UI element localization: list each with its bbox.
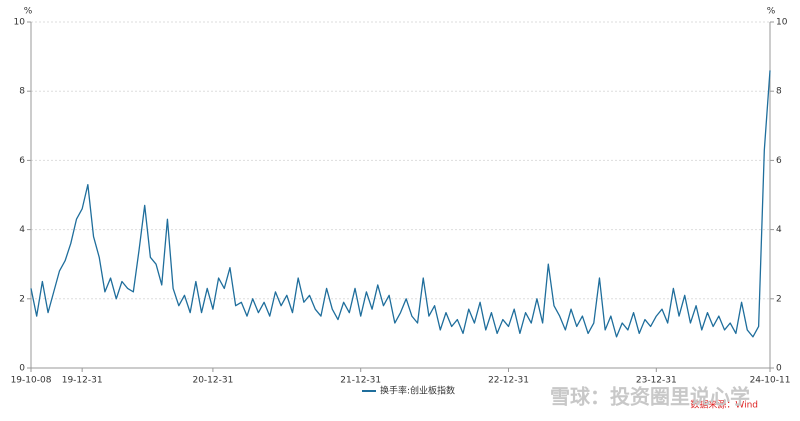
y-unit-right: % [767,7,776,17]
y-tick-label: 6 [19,156,25,166]
x-tick-label: 24-10-11 [750,376,791,386]
x-tick-label: 23-12-31 [636,376,677,386]
line [30,70,771,338]
y2-tick-label: 6 [776,156,782,166]
x-tick-label: 21-12-31 [340,376,381,386]
y2-tick-label: 0 [776,364,782,374]
x-tick-label: 20-12-31 [192,376,233,386]
y2-tick-label: 2 [776,294,782,304]
y2-tick-label: 4 [776,225,782,235]
y-tick-label: 0 [19,364,25,374]
x-tick-label: 19-10-08 [11,376,52,386]
y-tick-label: 10 [14,18,26,28]
y-tick-label: 2 [19,294,25,304]
y-tick-label: 4 [19,225,25,235]
y2-tick-label: 8 [776,87,782,97]
legend-label: 换手率:创业板指数 [380,385,455,397]
y-unit-left: % [24,7,33,17]
y2-tick-label: 10 [776,18,788,28]
source: 数据来源：Wind [690,399,758,411]
y-tick-label: 8 [19,87,25,97]
x-tick-label: 19-12-31 [62,376,103,386]
watermark: 雪球：投资圈里说心学 [550,385,750,409]
x-tick-label: 22-12-31 [488,376,529,386]
